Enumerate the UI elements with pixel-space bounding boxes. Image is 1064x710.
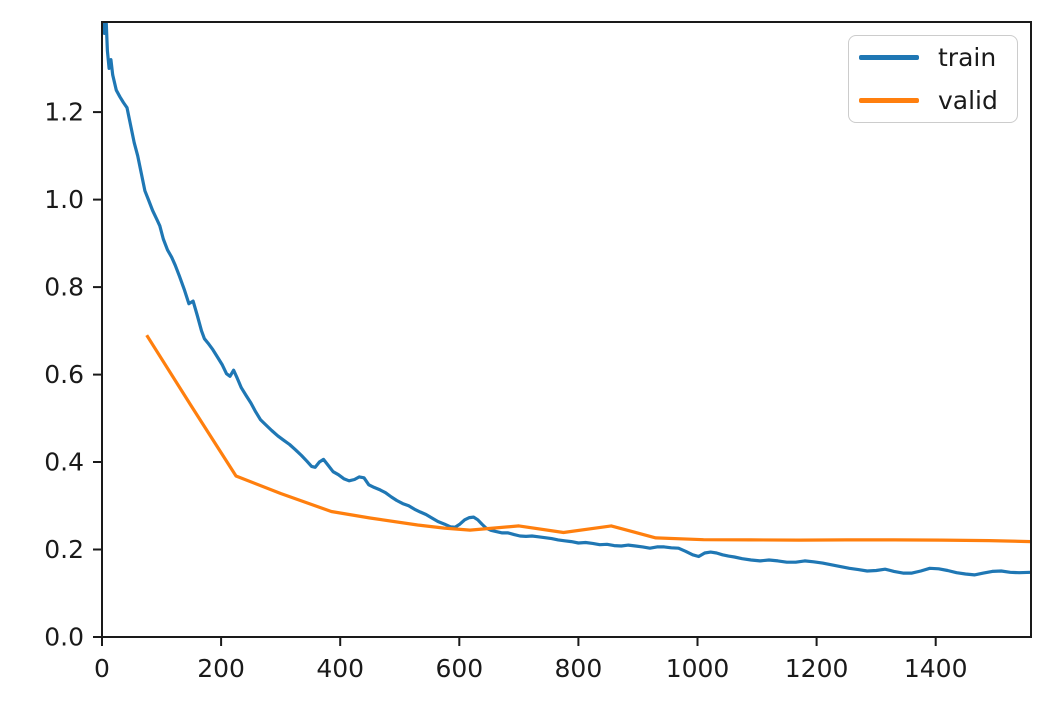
train-line-swatch [859,55,919,60]
valid-line [145,334,1031,544]
y-axis-tick-label: 1.2 [44,98,84,127]
y-axis-tick-label: 1.0 [44,185,84,214]
x-axis-tick-label: 800 [555,654,603,683]
y-axis-tick-label: 0.6 [44,360,84,389]
legend-item-valid: valid [849,79,1017,122]
legend-label-valid: valid [938,86,998,115]
y-axis-tick-label: 0.2 [44,535,84,564]
axes-frame [101,21,1032,638]
x-axis-tick-label: 400 [316,654,364,683]
y-axis-tick-label: 0.8 [44,273,84,302]
legend-item-train: train [849,36,1017,79]
y-axis-tick-label: 0.0 [44,623,84,652]
x-axis-tick-label: 1200 [785,654,849,683]
x-axis-tick-label: 200 [197,654,245,683]
legend-label-train: train [938,43,997,72]
x-axis-tick-label: 1000 [666,654,730,683]
x-axis-tick-label: 1400 [904,654,968,683]
x-axis-tick-label: 0 [94,654,110,683]
valid-line-swatch [859,98,919,103]
y-axis-tick-label: 0.4 [44,448,84,477]
x-axis-tick-label: 600 [435,654,483,683]
legend: train valid [848,35,1018,123]
train-line [102,22,1031,577]
